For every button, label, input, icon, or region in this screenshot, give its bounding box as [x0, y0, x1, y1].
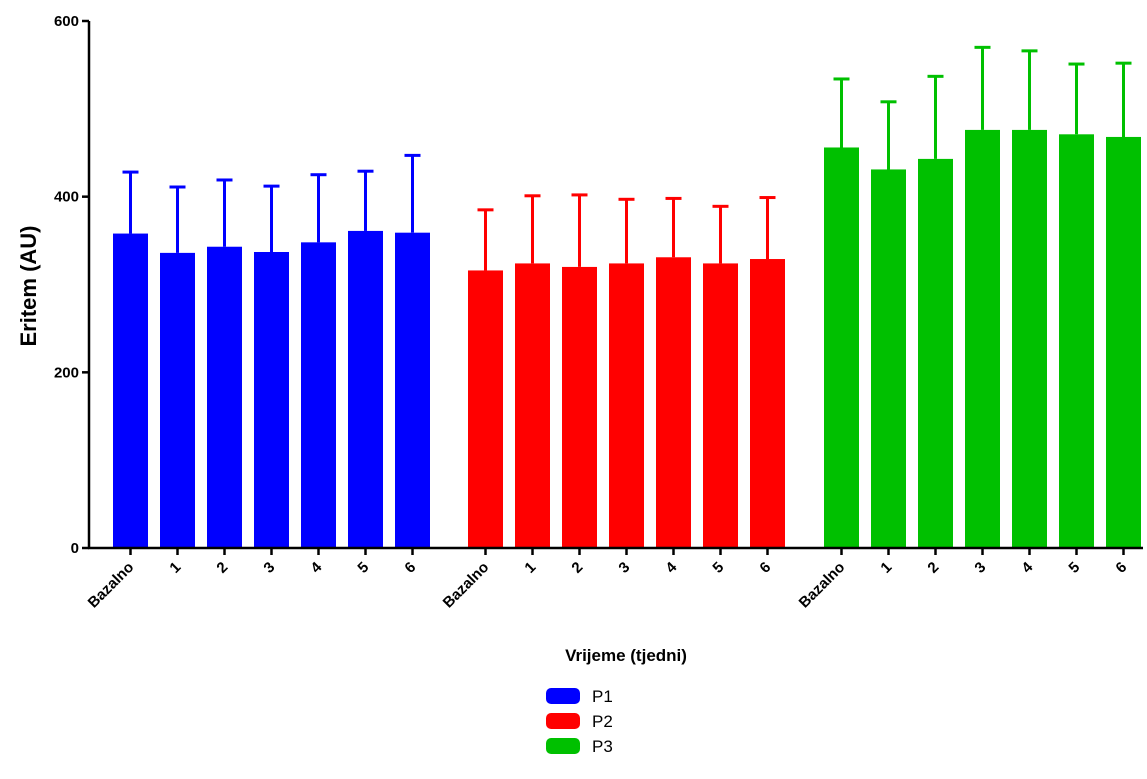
x-tick-label: 4: [662, 558, 680, 576]
bar: [918, 158, 953, 549]
x-tick-label: Bazalno: [85, 559, 138, 612]
bar: [871, 169, 906, 548]
legend-swatch: [546, 738, 580, 754]
x-tick-label: 6: [756, 559, 774, 577]
bar: [468, 270, 503, 548]
bar: [1059, 134, 1094, 548]
bars-layer: [113, 45, 1141, 549]
legend-item: P2: [546, 712, 613, 731]
x-tick-label: 6: [1112, 559, 1130, 577]
bar: [160, 252, 195, 548]
y-tick-label: 0: [71, 540, 79, 557]
legend-swatch: [546, 713, 580, 729]
x-tick-label: 5: [354, 559, 372, 577]
y-tick-label: 200: [54, 364, 79, 381]
y-tick-label: 600: [54, 13, 79, 30]
x-tick-label: 2: [568, 559, 586, 577]
bar: [113, 233, 148, 548]
bar: [301, 242, 336, 548]
bar: [515, 263, 550, 548]
x-tick-label: 5: [709, 559, 727, 577]
x-tick-label: 3: [971, 559, 989, 577]
x-tick-label: 1: [166, 559, 184, 577]
bar: [750, 259, 785, 548]
x-tick-label: 2: [213, 559, 231, 577]
bar: [1106, 136, 1141, 548]
bar: [703, 263, 738, 548]
bar: [824, 147, 859, 549]
legend-swatch: [546, 688, 580, 704]
bar: [965, 129, 1000, 548]
x-tick-label: 4: [1018, 558, 1036, 576]
x-axis-title: Vrijeme (tjedni): [565, 646, 687, 665]
x-tick-label: 1: [877, 559, 895, 577]
legend: P1 P2 P3: [546, 687, 613, 756]
x-axis: Bazalno 1 2 3 4 5 6 Bazalno 1 2 3 4 5 6 Bazalno 1 2 3 4 5 6: [85, 546, 1143, 612]
bar: [609, 263, 644, 548]
x-tick-label: 6: [401, 559, 419, 577]
x-tick-label: 1: [521, 559, 539, 577]
bar: [562, 266, 597, 548]
bar: [656, 257, 691, 548]
bar: [1012, 129, 1047, 548]
bar: [395, 232, 430, 548]
bar: [254, 252, 289, 549]
legend-label: P3: [592, 737, 613, 756]
x-tick-label: 4: [307, 558, 325, 576]
y-tick-label: 400: [54, 189, 79, 206]
bar: [348, 230, 383, 548]
legend-item: P3: [546, 737, 613, 756]
bar: [207, 246, 242, 548]
x-tick-label: 3: [260, 559, 278, 577]
x-tick-label: 3: [615, 559, 633, 577]
x-tick-label: 2: [924, 559, 942, 577]
y-axis: 0 200 400 600: [54, 13, 91, 557]
legend-label: P2: [592, 712, 613, 731]
legend-item: P1: [546, 687, 613, 706]
x-tick-label: 5: [1065, 559, 1083, 577]
x-tick-label: Bazalno: [796, 559, 849, 612]
legend-label: P1: [592, 687, 613, 706]
y-axis-title: Eritem (AU): [16, 225, 41, 346]
x-tick-label: Bazalno: [440, 559, 493, 612]
